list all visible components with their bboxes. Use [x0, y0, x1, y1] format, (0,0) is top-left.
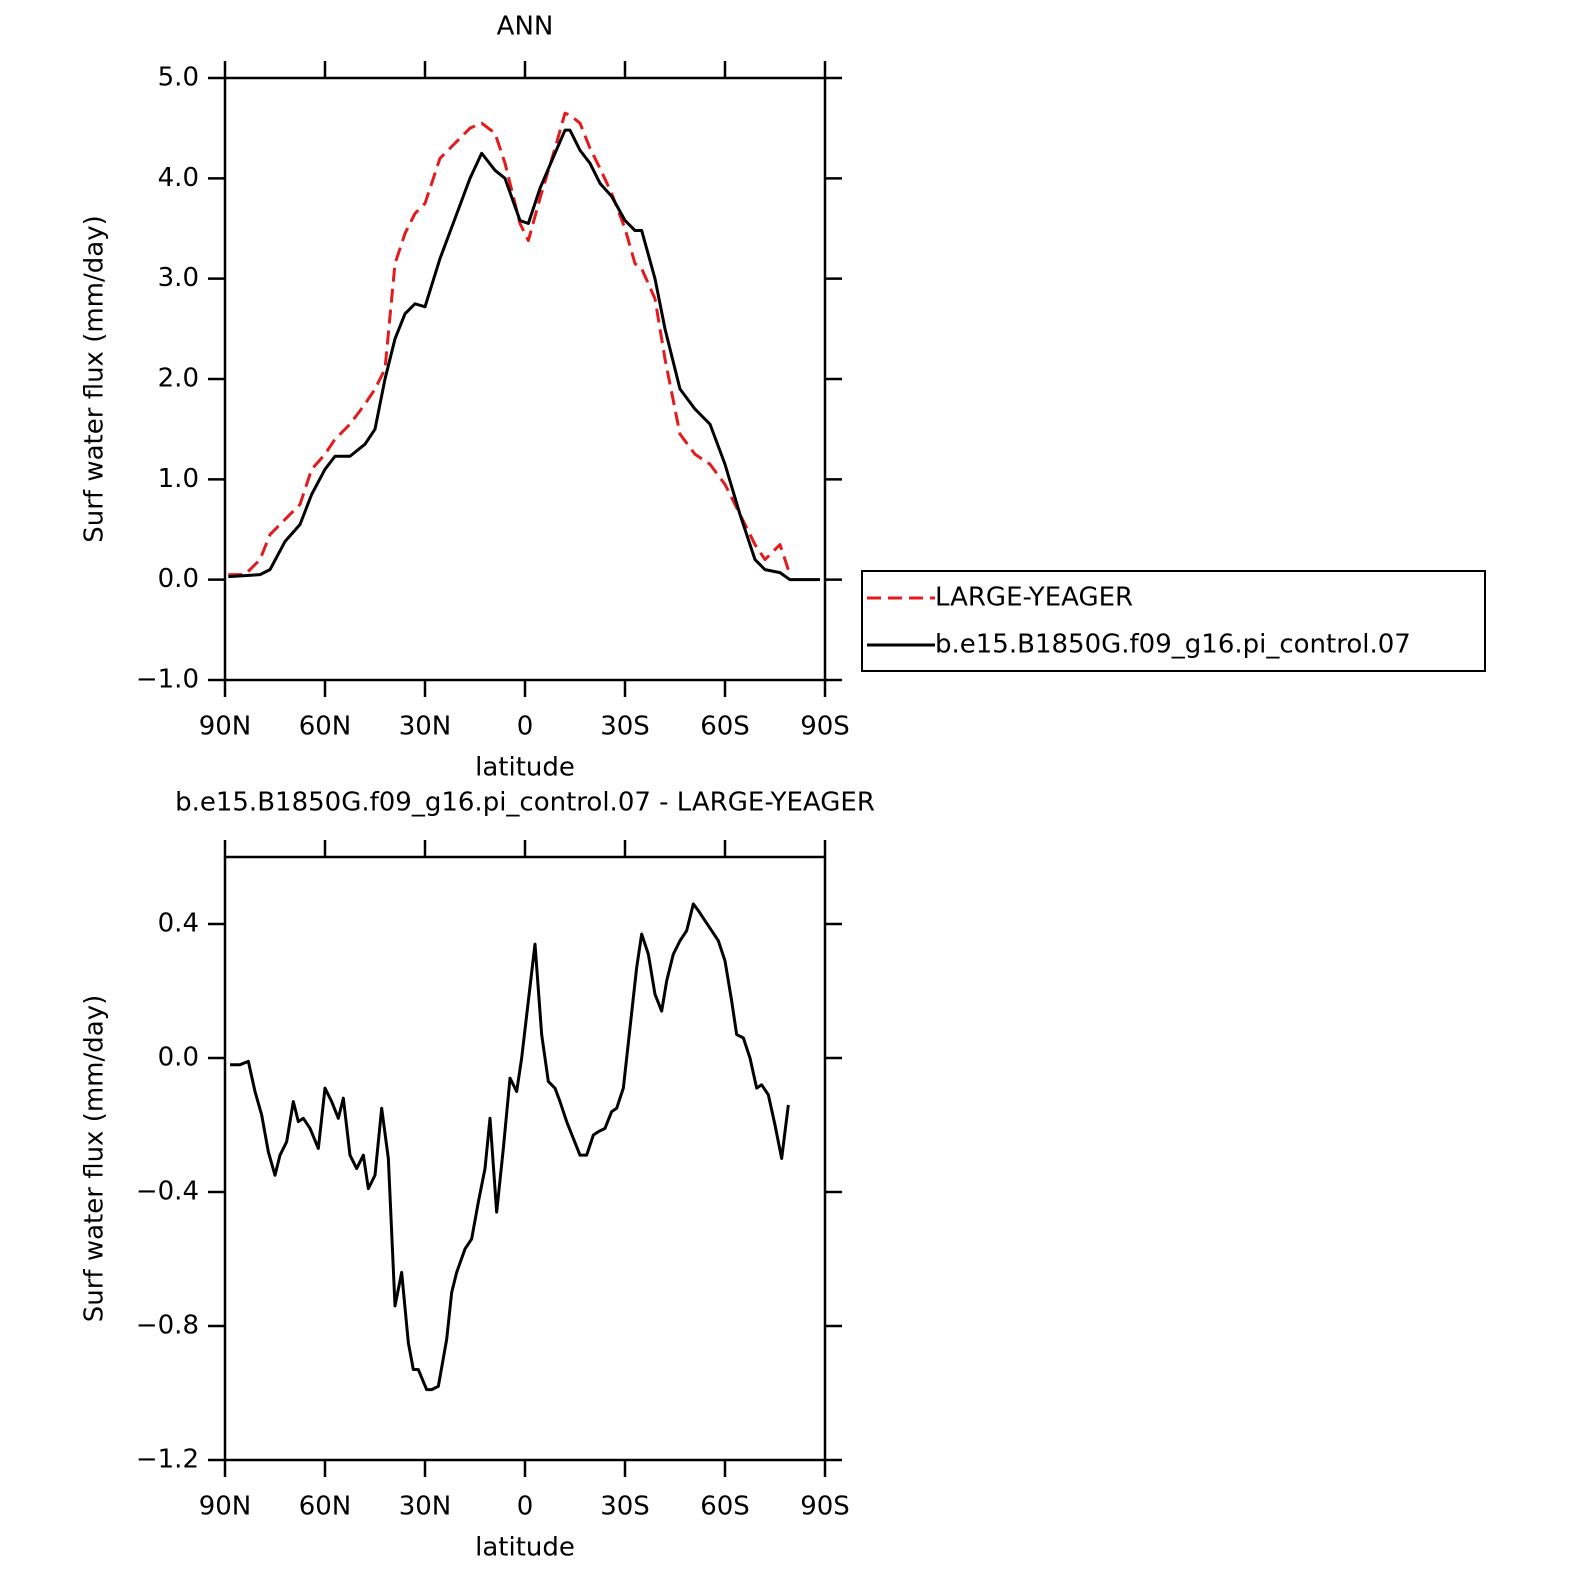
y-tick-label: 2.0: [158, 364, 199, 394]
y-tick-label: 0.0: [158, 1043, 199, 1073]
chart-title: b.e15.B1850G.f09_g16.pi_control.07 - LAR…: [175, 788, 875, 818]
x-tick-label: 60S: [700, 712, 750, 742]
data-line: [230, 902, 790, 1392]
legend-label: b.e15.B1850G.f09_g16.pi_control.07: [935, 630, 1411, 660]
y-tick-label: 3.0: [158, 263, 199, 293]
chart-title: ANN: [497, 12, 554, 42]
x-axis-label: latitude: [475, 753, 575, 783]
x-tick-label: 60N: [299, 1492, 352, 1522]
y-tick-label: 0.0: [158, 564, 199, 594]
x-tick-label: 90N: [199, 712, 252, 742]
y-tick-label: 1.0: [158, 464, 199, 494]
y-tick-label: 5.0: [158, 63, 199, 93]
data-line: [228, 111, 792, 577]
x-tick-label: 30N: [399, 712, 452, 742]
x-tick-label: 90S: [800, 712, 850, 742]
y-axis-label: Surf water flux (mm/day): [80, 215, 110, 542]
plot-frame: [223, 855, 827, 1462]
x-tick-label: 60N: [299, 712, 352, 742]
y-axis-label: Surf water flux (mm/day): [80, 995, 110, 1322]
x-tick-label: 90S: [800, 1492, 850, 1522]
x-tick-label: 0: [517, 1492, 534, 1522]
y-tick-label: 4.0: [158, 163, 199, 193]
y-tick-label: −1.2: [136, 1445, 199, 1475]
x-tick-label: 30N: [399, 1492, 452, 1522]
x-tick-label: 90N: [199, 1492, 252, 1522]
x-tick-label: 30S: [600, 1492, 650, 1522]
legend-label: LARGE-YEAGER: [935, 583, 1133, 613]
x-tick-label: 60S: [700, 1492, 750, 1522]
x-tick-label: 0: [517, 712, 534, 742]
y-tick-label: −0.4: [136, 1177, 199, 1207]
data-line: [228, 128, 820, 582]
legend-frame: [861, 570, 1486, 672]
plot-frame: [223, 76, 827, 682]
x-tick-label: 30S: [600, 712, 650, 742]
x-axis-label: latitude: [475, 1533, 575, 1563]
y-tick-label: 0.4: [158, 909, 199, 939]
y-tick-label: −1.0: [136, 665, 199, 695]
y-tick-label: −0.8: [136, 1311, 199, 1341]
